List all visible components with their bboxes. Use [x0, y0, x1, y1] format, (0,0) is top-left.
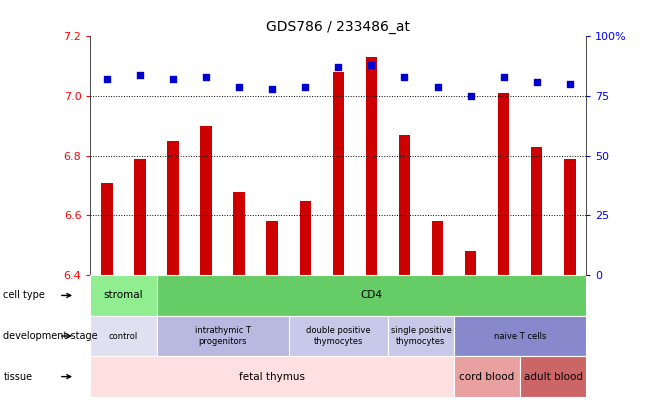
Point	[300, 83, 311, 90]
Bar	[332, 72, 344, 275]
Bar	[90, 316, 157, 356]
Bar	[388, 316, 454, 356]
Bar	[454, 356, 520, 397]
Bar	[101, 183, 113, 275]
Point	[267, 86, 277, 92]
Point	[366, 62, 377, 68]
Point	[399, 74, 410, 80]
Point	[201, 74, 212, 80]
Bar	[531, 147, 543, 275]
Point	[498, 74, 509, 80]
Text: double positive
thymocytes: double positive thymocytes	[306, 326, 371, 346]
Text: control: control	[109, 332, 138, 341]
Bar	[366, 58, 377, 275]
Text: cell type: cell type	[3, 290, 46, 301]
Text: single positive
thymocytes: single positive thymocytes	[391, 326, 452, 346]
Bar	[168, 141, 179, 275]
Bar	[454, 316, 586, 356]
Text: intrathymic T
progenitors: intrathymic T progenitors	[195, 326, 251, 346]
Bar	[233, 192, 245, 275]
Point	[465, 93, 476, 99]
Point	[168, 76, 178, 83]
Bar	[157, 316, 289, 356]
Point	[234, 83, 245, 90]
Text: cord blood: cord blood	[460, 372, 515, 382]
Point	[432, 83, 443, 90]
Bar	[299, 200, 311, 275]
Bar	[200, 126, 212, 275]
Bar	[90, 275, 157, 316]
Bar	[289, 316, 388, 356]
Text: naive T cells: naive T cells	[494, 332, 546, 341]
Bar	[431, 222, 444, 275]
Text: stromal: stromal	[104, 290, 143, 301]
Bar	[520, 356, 586, 397]
Point	[102, 76, 113, 83]
Text: fetal thymus: fetal thymus	[239, 372, 306, 382]
Bar	[267, 222, 278, 275]
Bar	[498, 93, 509, 275]
Point	[135, 71, 145, 78]
Bar	[157, 275, 586, 316]
Bar	[564, 159, 576, 275]
Bar	[465, 251, 476, 275]
Point	[531, 79, 542, 85]
Bar	[134, 159, 146, 275]
Bar	[399, 135, 410, 275]
Text: CD4: CD4	[360, 290, 383, 301]
Text: development stage: development stage	[3, 331, 98, 341]
Text: tissue: tissue	[3, 372, 32, 382]
Point	[333, 64, 344, 71]
Point	[564, 81, 575, 87]
Bar	[90, 356, 454, 397]
Text: adult blood: adult blood	[524, 372, 583, 382]
Title: GDS786 / 233486_at: GDS786 / 233486_at	[267, 20, 410, 34]
